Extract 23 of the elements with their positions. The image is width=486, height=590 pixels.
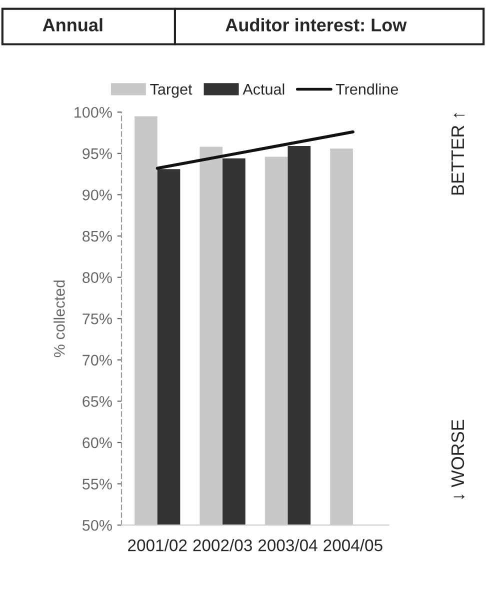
y-tick-label: 100% [74,106,112,118]
y-tick-label: 95% [82,148,112,160]
legend-label: Trendline [336,83,398,95]
x-tick-label: 2003/04 [258,538,318,552]
legend-label: Target [150,84,192,98]
text: ↓ WORSE [451,420,464,499]
y-tick-label: 80% [82,272,112,283]
text: Auditor interest: Low [226,18,407,32]
y-tick-label: 75% [82,314,112,324]
y-tick-label: 55% [82,478,112,490]
y-tick-label: 70% [82,354,112,366]
text: Annual [42,18,102,32]
y-tick-label: 90% [82,190,112,200]
legend-label: Actual [242,83,284,95]
x-tick-label: 2004/05 [324,538,382,552]
x-tick-label: 2001/02 [128,538,187,552]
y-tick-label: 50% [82,520,112,531]
y-axis-title: % collected [54,280,65,358]
y-tick-label: 60% [82,437,112,448]
text: BETTER ↑ [452,113,464,195]
y-tick-label: 65% [82,396,112,407]
x-tick-label: 2002/03 [193,538,252,552]
y-tick-label: 85% [82,230,112,242]
